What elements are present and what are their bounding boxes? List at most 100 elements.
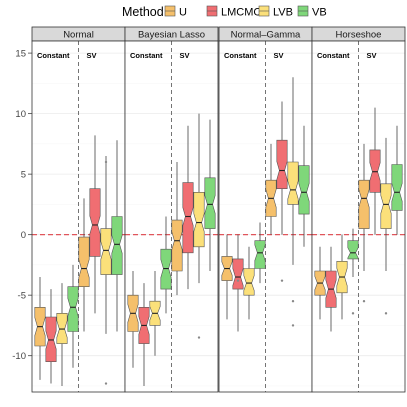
box-lvb	[56, 283, 68, 386]
group-label-sv: SV	[180, 51, 190, 60]
box-vb	[160, 216, 172, 314]
outlier-point	[362, 300, 366, 303]
y-tick-label: 0	[21, 230, 26, 241]
group-label-sv: SV	[87, 51, 97, 60]
facet-panels: Normal Constant SV Bayesian Lasso Constant SV…	[31, 26, 406, 393]
box-lmcmc	[325, 246, 337, 332]
box-body	[369, 149, 381, 193]
group-label-sv: SV	[367, 51, 377, 60]
box-lmcmc	[182, 125, 194, 290]
group-label-sv: SV	[274, 51, 284, 60]
box-lmcmc	[45, 289, 57, 384]
group-label-constant: Constant	[224, 51, 257, 60]
box-u	[127, 270, 139, 368]
box-body	[171, 219, 183, 272]
box-lmcmc	[369, 107, 381, 235]
box-body	[276, 139, 288, 189]
outlier-point	[351, 312, 355, 315]
panel-1: Bayesian Lasso Constant SV	[124, 26, 219, 393]
group-label-constant: Constant	[130, 51, 163, 60]
outlier-point	[291, 300, 295, 303]
box-vb	[204, 119, 216, 271]
box-u	[78, 198, 90, 332]
box-lvb	[100, 155, 112, 385]
outlier-point	[384, 312, 388, 315]
outlier-point	[104, 160, 108, 164]
box-body	[380, 183, 392, 229]
panel-title: Bayesian Lasso	[138, 30, 205, 41]
legend-entry-vb: VB	[297, 5, 327, 19]
y-tick-label: -5	[18, 291, 26, 302]
box-u	[358, 143, 370, 303]
panel-0: Normal Constant SV	[31, 26, 126, 393]
box-lvb	[193, 113, 205, 339]
legend-label-u: U	[179, 7, 187, 19]
box-lvb	[380, 137, 392, 315]
box-lvb	[149, 270, 161, 356]
outlier-point	[280, 279, 284, 282]
legend-title: Method	[122, 5, 164, 19]
box-body	[204, 177, 216, 229]
box-body	[182, 182, 194, 254]
box-vb	[391, 125, 403, 235]
y-tick-label: -10	[12, 351, 26, 362]
y-tick-label: 15	[15, 49, 26, 60]
box-body	[67, 286, 79, 332]
box-lmcmc	[89, 135, 101, 314]
y-tick-label: 10	[15, 109, 26, 120]
box-body	[232, 258, 244, 290]
box-vb	[254, 222, 266, 284]
legend-label-lmcmc: LMCMC	[221, 7, 261, 19]
box-lvb	[287, 77, 299, 327]
panel-2: Normal–Gamma Constant SV	[218, 26, 313, 393]
box-vb	[111, 140, 123, 332]
legend-entry-lvb: LVB	[258, 5, 293, 19]
box-u	[34, 277, 46, 380]
box-body	[193, 192, 205, 248]
outlier-point	[197, 336, 201, 339]
panel-title: Horseshoe	[336, 30, 382, 41]
panel-title: Normal	[63, 30, 94, 41]
box-body	[347, 240, 359, 260]
box-body	[56, 312, 68, 344]
group-label-constant: Constant	[37, 51, 70, 60]
panel-title: Normal–Gamma	[231, 30, 301, 41]
legend: Method U LMCMC LVB VB	[122, 5, 327, 19]
legend-entry-lmcmc: LMCMC	[206, 5, 261, 19]
legend-label-vb: VB	[312, 7, 327, 19]
box-vb	[67, 264, 79, 368]
box-u	[265, 143, 277, 235]
box-body	[298, 165, 310, 215]
outlier-point	[291, 324, 295, 327]
panel-3: Horseshoe Constant SV	[311, 26, 406, 393]
box-body	[89, 188, 101, 257]
box-vb	[298, 125, 310, 247]
box-lvb	[243, 246, 255, 320]
legend-label-lvb: LVB	[273, 7, 293, 19]
box-body	[160, 248, 172, 290]
box-lmcmc	[276, 101, 288, 282]
panel-border	[311, 40, 406, 393]
panel-border	[124, 40, 219, 393]
legend-entry-u: U	[164, 5, 187, 19]
box-lmcmc	[138, 283, 150, 386]
box-body	[111, 216, 123, 275]
box-u	[171, 162, 183, 296]
box-vb	[347, 228, 359, 315]
group-label-constant: Constant	[317, 51, 350, 60]
outlier-point	[104, 382, 108, 385]
box-body	[243, 268, 255, 296]
box-body	[254, 240, 266, 269]
box-lvb	[336, 234, 348, 320]
box-lmcmc	[232, 234, 244, 332]
box-body	[391, 164, 403, 211]
box-body	[100, 228, 112, 275]
y-axis: -10 -5 0 5 10 15	[12, 49, 32, 362]
box-body	[45, 316, 57, 363]
y-tick-label: 5	[21, 170, 26, 181]
box-body	[287, 161, 299, 205]
box-body	[358, 179, 370, 229]
box-u	[314, 246, 326, 320]
box-u	[221, 234, 233, 320]
